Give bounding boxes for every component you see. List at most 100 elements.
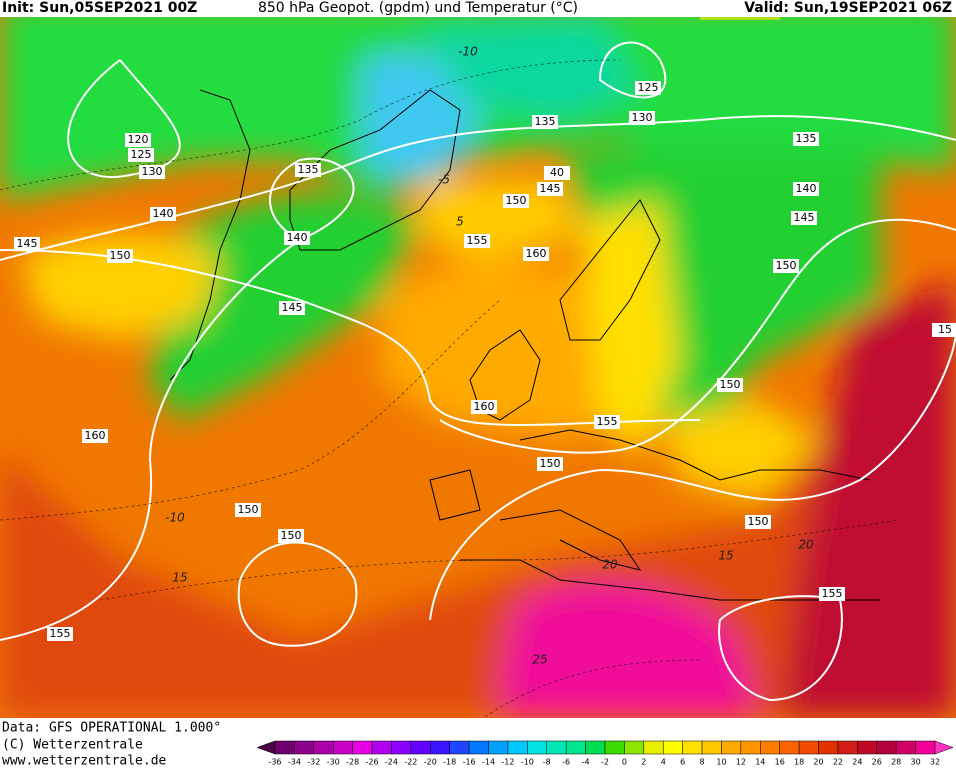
geopotential-label: 150 — [717, 378, 743, 392]
label-text: 155 — [467, 234, 488, 247]
geopotential-label: 155 — [594, 415, 620, 429]
label-text: 135 — [298, 163, 319, 176]
geopotential-label: 150 — [773, 259, 799, 273]
label-box — [537, 182, 563, 196]
colorbar: -36 -34 -32 -30 -28 -26 -24 -22 -20 -18 -16 -14 -12-… — [256, 740, 954, 767]
geopotential-label: 130 — [139, 165, 165, 179]
colorbar-label: 14 — [755, 758, 765, 767]
label-box — [745, 515, 771, 529]
colorbar-box — [352, 740, 373, 755]
colorbar-box — [527, 740, 548, 755]
colorbar-label: -26 — [366, 758, 379, 767]
temperature-label: 20 — [798, 538, 814, 552]
colorbar-box — [488, 740, 509, 755]
geopotential-label: 140 — [793, 182, 819, 196]
geopotential-label: 125 — [635, 81, 661, 95]
label-box — [125, 133, 151, 147]
temperature-label: -10 — [165, 511, 185, 525]
data-source: Data: GFS OPERATIONAL 1.000° — [2, 721, 221, 736]
label-text: 145 — [17, 237, 38, 250]
label-box — [47, 627, 73, 641]
label-box — [793, 132, 819, 146]
colorbar-label: 30 — [910, 758, 920, 767]
colorbar-box — [313, 740, 334, 755]
label-text: 155 — [50, 627, 71, 640]
colorbar-label: -20 — [424, 758, 437, 767]
colorbar-box — [391, 740, 412, 755]
colorbar-label: 32 — [930, 758, 940, 767]
colorbar-label: -32 — [307, 758, 320, 767]
label-text: 130 — [142, 165, 163, 178]
label-text: 140 — [287, 231, 308, 244]
colorbar-label: 10 — [716, 758, 726, 767]
isotherms — [0, 59, 901, 718]
label-text: 160 — [85, 429, 106, 442]
label-box — [139, 165, 165, 179]
label-text: 120 — [128, 133, 149, 146]
init-time: Init: Sun,05SEP2021 00Z — [2, 0, 197, 16]
temperature-label: 25 — [532, 653, 547, 667]
colorbar-box — [585, 740, 606, 755]
temperature-field — [0, 0, 956, 718]
geopotential-label: 160 — [82, 429, 108, 443]
label-box — [532, 115, 558, 129]
colorbar-label: -10 — [521, 758, 534, 767]
geopotential-label: 140 — [150, 207, 176, 221]
colorbar-box — [274, 740, 295, 755]
temperature-label: -10 — [458, 45, 478, 59]
label-text: 155 — [822, 587, 843, 600]
geopotential-label: 140 — [284, 231, 310, 245]
geopotential-label: 145 — [279, 301, 305, 315]
label-text: 125 — [131, 148, 152, 161]
geopotential-label: 145 — [14, 237, 40, 251]
label-box — [594, 415, 620, 429]
label-text: 150 — [748, 515, 769, 528]
label-text: 150 — [540, 457, 561, 470]
label-text: 150 — [281, 529, 302, 542]
temperature-label: -5 — [438, 173, 450, 187]
label-text: 40 — [550, 166, 564, 179]
label-text: 150 — [238, 503, 259, 516]
label-box — [523, 247, 549, 261]
colorbar-box — [740, 740, 761, 755]
colorbar-label: -4 — [582, 758, 590, 767]
label-text: 145 — [282, 301, 303, 314]
label-box — [635, 81, 661, 95]
colorbar-box — [701, 740, 722, 755]
label-box — [284, 231, 310, 245]
label-box — [503, 194, 529, 208]
colorbar-label: 6 — [680, 758, 685, 767]
label-box — [793, 182, 819, 196]
contour-labels: 120 125 130 135 140 145 150 140 145 160 150 150 155 1… — [14, 45, 956, 667]
colorbar-label: -6 — [562, 758, 570, 767]
geopotential-label: 120 — [125, 133, 151, 147]
colorbar-box — [779, 740, 800, 755]
label-box — [295, 163, 321, 177]
colorbar-box — [294, 740, 315, 755]
colorbar-box — [837, 740, 858, 755]
website: www.wetterzentrale.de — [2, 754, 167, 768]
label-text: 145 — [794, 211, 815, 224]
colorbar-box — [332, 740, 353, 755]
label-text: 135 — [535, 115, 556, 128]
colorbar-label: 12 — [736, 758, 746, 767]
colorbar-label: -22 — [404, 758, 417, 767]
colorbar-label: -14 — [482, 758, 495, 767]
label-box — [544, 166, 570, 180]
valid-time: Valid: Sun,19SEP2021 06Z — [744, 0, 952, 16]
map-title: 850 hPa Geopot. (gpdm) und Temperatur (°… — [258, 0, 578, 16]
colorbar-box — [876, 740, 897, 755]
colorbar-label: -36 — [268, 758, 281, 767]
colorbar-label: -34 — [288, 758, 301, 767]
geopotential-label: 150 — [278, 529, 304, 543]
label-box — [932, 323, 956, 337]
label-text: 150 — [720, 378, 741, 391]
label-box — [791, 211, 817, 225]
colorbar-label: -30 — [327, 758, 340, 767]
geopotential-label: 155 — [47, 627, 73, 641]
colorbar-box — [410, 740, 431, 755]
colorbar-label: 8 — [700, 758, 705, 767]
label-text: 160 — [526, 247, 547, 260]
colorbar-box — [430, 740, 450, 755]
